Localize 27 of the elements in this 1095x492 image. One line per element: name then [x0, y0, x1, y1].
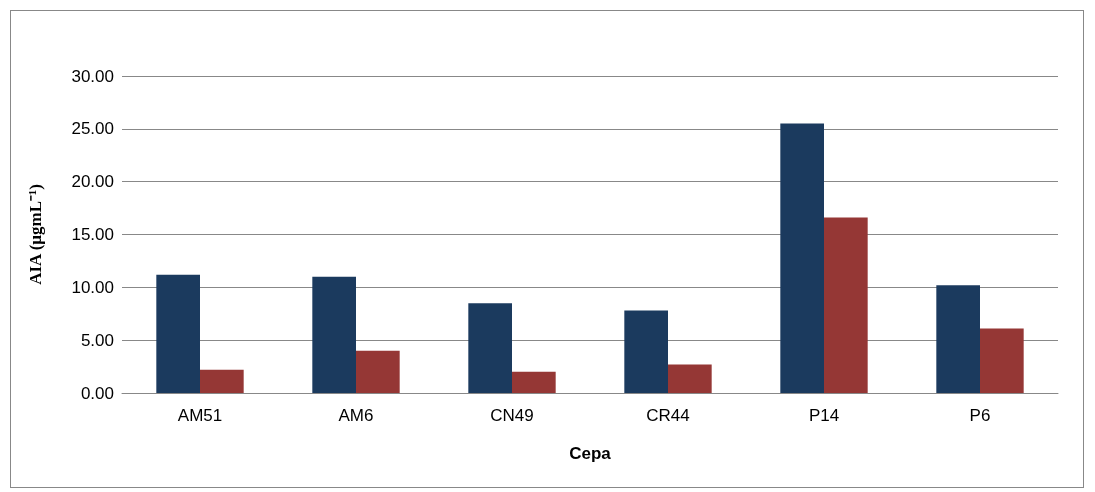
- bar: [356, 350, 400, 393]
- x-tick-label: P6: [969, 406, 991, 425]
- y-tick-label: 0.00: [80, 383, 114, 403]
- bar: [624, 310, 668, 393]
- bar: [936, 285, 980, 393]
- y-tick-label: 5.00: [80, 330, 114, 350]
- bar: [668, 364, 712, 393]
- x-tick-label: P14: [808, 406, 840, 425]
- bar: [512, 371, 556, 393]
- x-tick-label: AM6: [338, 406, 374, 425]
- y-tick-label: 20.00: [71, 172, 114, 192]
- bar: [780, 123, 824, 393]
- y-tick-label: 15.00: [71, 225, 114, 244]
- x-tick-label: AM51: [177, 406, 223, 425]
- y-tick-label: 30.00: [71, 66, 114, 86]
- y-tick-label: 25.00: [71, 119, 114, 139]
- x-tick-label: CN49: [490, 406, 534, 425]
- bar: [980, 328, 1024, 393]
- bar: [156, 274, 200, 393]
- y-axis-title: AIA (µgmL⁻¹): [26, 184, 45, 285]
- y-tick-label: 10.00: [71, 277, 114, 297]
- bar: [468, 303, 512, 393]
- bar: [824, 217, 868, 393]
- bar: [312, 276, 356, 393]
- x-tick-label: CR44: [646, 406, 690, 425]
- bar: [200, 369, 244, 393]
- x-axis-title: Cepa: [569, 444, 612, 463]
